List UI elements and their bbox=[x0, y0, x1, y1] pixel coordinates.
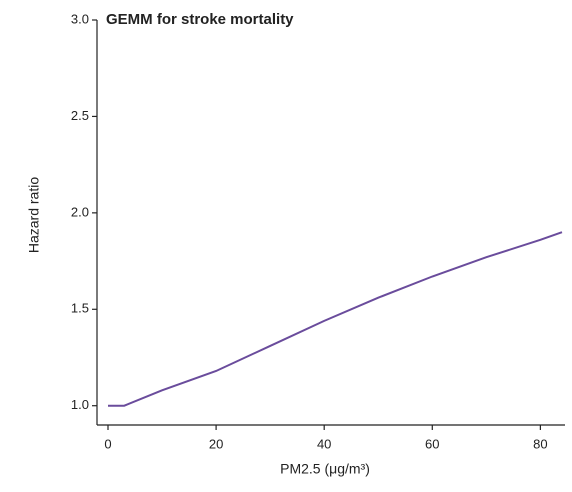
y-tick-label: 1.0 bbox=[71, 397, 89, 412]
x-tick-label: 20 bbox=[209, 436, 223, 451]
y-axis-label: Hazard ratio bbox=[26, 177, 42, 253]
x-tick-label: 80 bbox=[533, 436, 547, 451]
x-tick-label: 40 bbox=[317, 436, 331, 451]
x-axis-label: PM2.5 (μg/m³) bbox=[280, 461, 370, 477]
x-tick-label: 60 bbox=[425, 436, 439, 451]
x-tick-label: 0 bbox=[104, 436, 111, 451]
chart-title: GEMM for stroke mortality bbox=[106, 11, 294, 28]
y-tick-label: 2.5 bbox=[71, 108, 89, 123]
y-tick-label: 3.0 bbox=[71, 11, 89, 26]
y-tick-label: 1.5 bbox=[71, 301, 89, 316]
y-tick-label: 2.0 bbox=[71, 204, 89, 219]
line-series bbox=[108, 231, 563, 407]
